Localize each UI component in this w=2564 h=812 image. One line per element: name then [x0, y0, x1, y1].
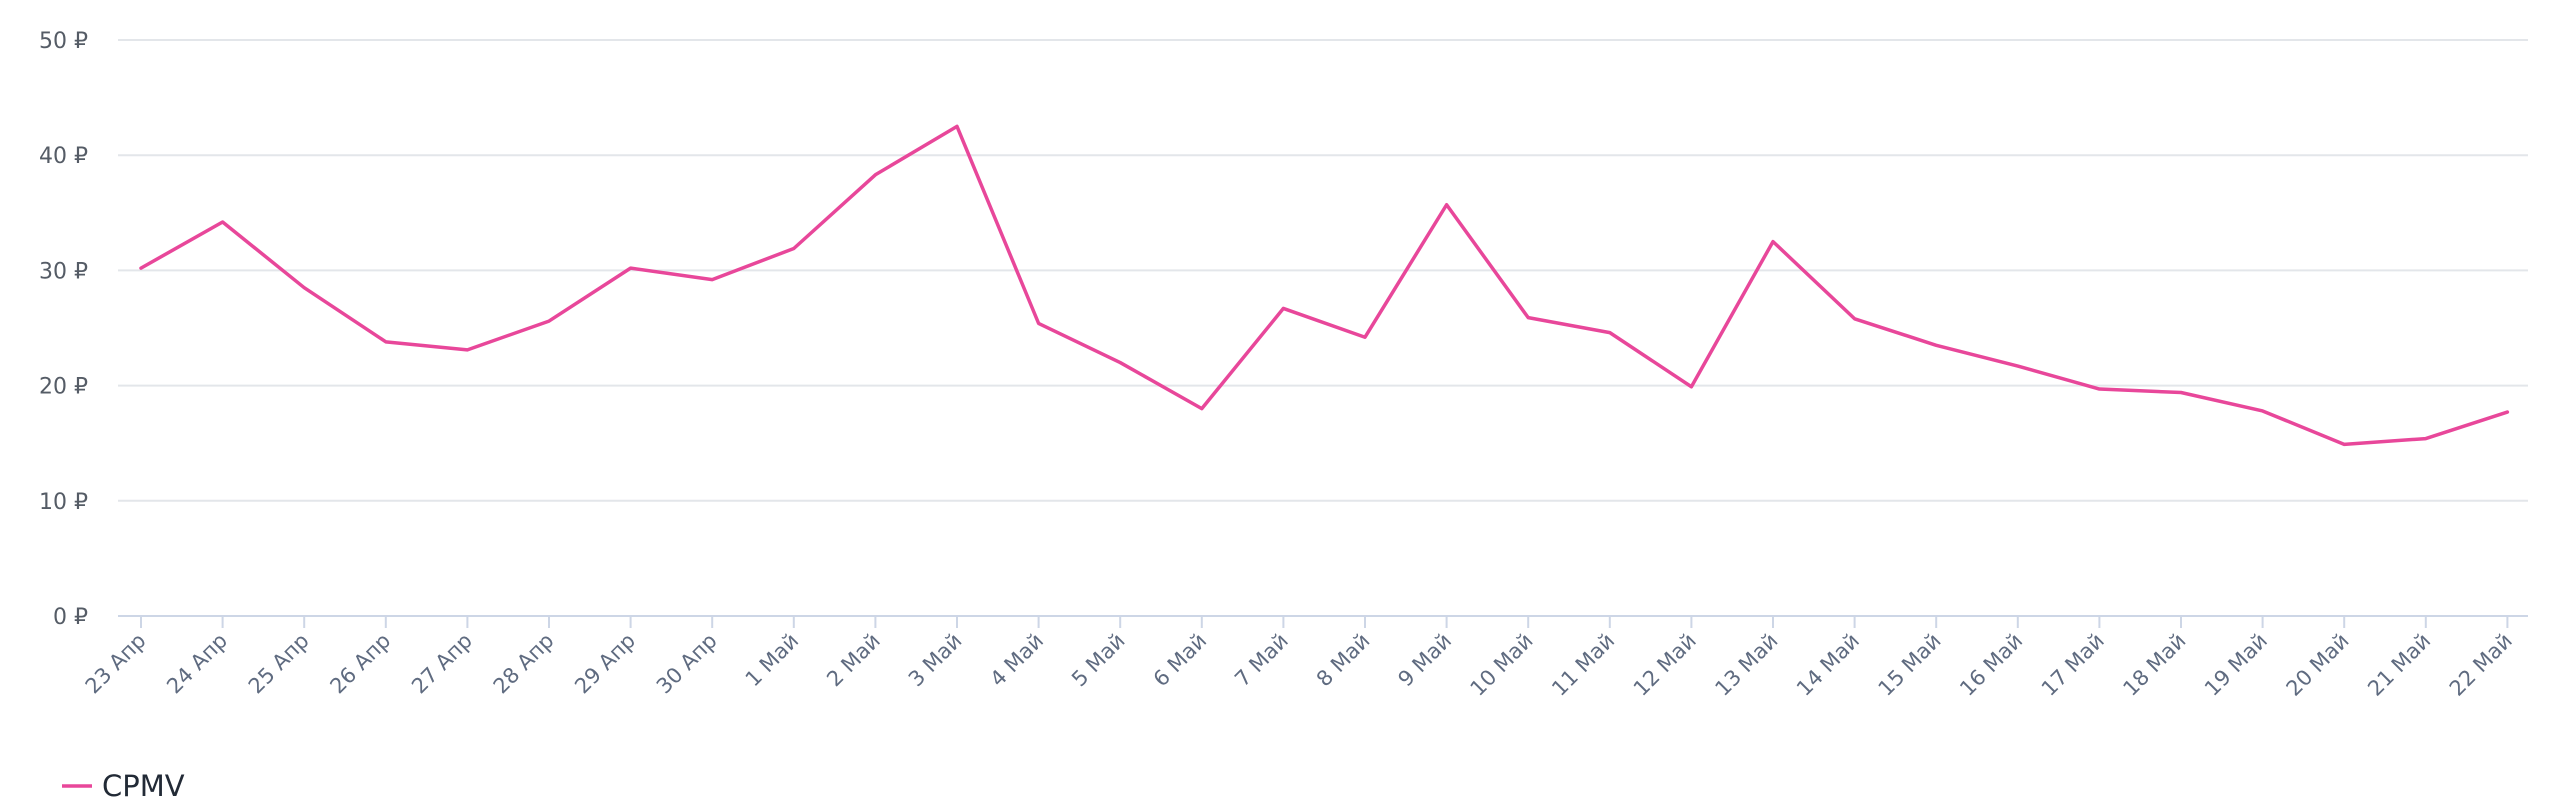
x-tick-label: 4 Май	[985, 629, 1048, 692]
x-tick-label: 9 Май	[1393, 629, 1456, 692]
y-tick-label: 50 ₽	[39, 29, 88, 54]
x-tick-label: 1 Май	[741, 629, 804, 692]
x-tick-label: 30 Апр	[652, 629, 722, 699]
legend[interactable]: CPMV	[62, 769, 185, 803]
y-tick-label: 30 ₽	[39, 259, 88, 284]
x-tick-label: 27 Апр	[407, 629, 477, 699]
x-tick-label: 6 Май	[1149, 629, 1212, 692]
x-tick-label: 19 Май	[2200, 629, 2272, 701]
x-tick-label: 21 Май	[2363, 629, 2435, 701]
x-tick-label: 23 Апр	[81, 629, 151, 699]
y-axis-labels: 0 ₽ 10 ₽ 20 ₽ 30 ₽ 40 ₽ 50 ₽	[39, 29, 88, 630]
x-tick-label: 16 Май	[1955, 629, 2027, 701]
x-tick-label: 2 Май	[822, 629, 885, 692]
x-tick-label: 14 Май	[1792, 629, 1864, 701]
x-tick-label: 24 Апр	[162, 629, 232, 699]
x-tick-label: 20 Май	[2282, 629, 2354, 701]
x-tick-label: 17 Май	[2037, 629, 2109, 701]
x-tick-label: 3 Май	[904, 629, 967, 692]
x-tick-label: 18 Май	[2118, 629, 2190, 701]
x-tick-label: 22 Май	[2445, 629, 2517, 701]
x-tick-label: 26 Апр	[325, 629, 395, 699]
y-tick-label: 10 ₽	[39, 490, 88, 515]
x-axis: 23 Апр 24 Апр 25 Апр 26 Апр 27 Апр 28 Апр 29 А…	[81, 615, 2528, 701]
x-tick-label: 7 Май	[1230, 629, 1293, 692]
legend-label-cpmv: CPMV	[102, 769, 185, 803]
x-tick-label: 28 Апр	[489, 629, 559, 699]
y-tick-label: 20 ₽	[39, 375, 88, 400]
y-tick-label: 40 ₽	[39, 144, 88, 169]
y-tick-label: 0 ₽	[53, 605, 88, 630]
series-line-cpmv	[139, 124, 2510, 447]
x-tick-label: 5 Май	[1067, 629, 1130, 692]
series-layer	[139, 124, 2510, 447]
x-tick-label: 29 Апр	[570, 629, 640, 699]
grid-lines	[118, 39, 2528, 502]
x-tick-label: 11 Май	[1547, 629, 1619, 701]
x-tick-label: 12 Май	[1629, 629, 1701, 701]
x-tick-label: 10 Май	[1466, 629, 1538, 701]
x-tick-label: 8 Май	[1312, 629, 1375, 692]
x-tick-label: 13 Май	[1710, 629, 1782, 701]
x-tick-label: 25 Апр	[244, 629, 314, 699]
x-tick-label: 15 Май	[1874, 629, 1946, 701]
